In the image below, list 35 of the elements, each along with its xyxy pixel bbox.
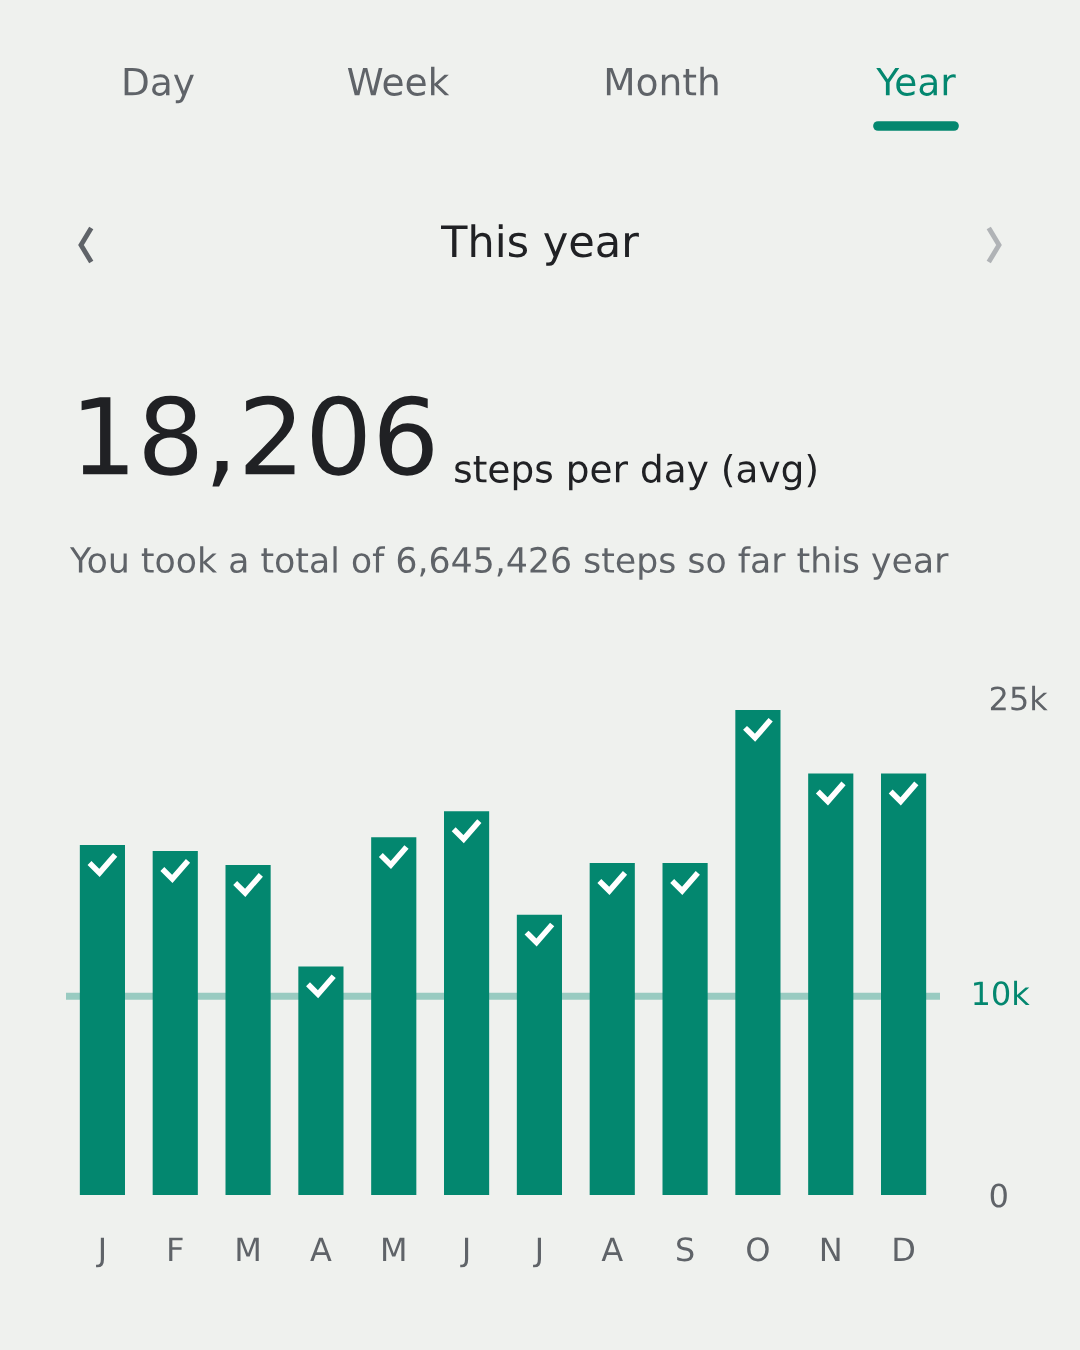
- x-tick-label: J: [533, 1237, 541, 1268]
- x-tick-label: S: [677, 1237, 694, 1262]
- x-tick-label: M: [383, 1237, 405, 1261]
- x-tick-label: M: [237, 1237, 259, 1261]
- x-tick-label: A: [601, 1237, 623, 1261]
- bar: [662, 863, 708, 1195]
- bar: [79, 845, 125, 1195]
- x-tick-label: N: [821, 1237, 840, 1261]
- x-tick-label: J: [460, 1237, 469, 1268]
- y-tick-label: 0: [990, 1183, 1007, 1208]
- text: Year: [876, 68, 956, 96]
- bar: [371, 837, 417, 1195]
- bar: [808, 773, 854, 1195]
- bar: [589, 863, 635, 1195]
- bar: [152, 851, 198, 1195]
- x-tick-label: A: [310, 1237, 332, 1261]
- ref-line-label: 10k: [974, 980, 1030, 1006]
- text: You took a total of 6,645,426 steps so far this year: [69, 546, 949, 580]
- chart-title: 18,206: [81, 395, 433, 487]
- bar: [516, 914, 562, 1195]
- x-tick-label: D: [894, 1237, 914, 1261]
- x-tick-label: O: [747, 1237, 769, 1262]
- text: This year: [441, 224, 639, 266]
- y-tick-label: 25k: [990, 685, 1048, 711]
- bar: [735, 709, 781, 1195]
- x-tick-label: F: [169, 1237, 183, 1261]
- bar: [298, 966, 344, 1195]
- bar: [444, 811, 490, 1195]
- text: Week: [347, 66, 450, 96]
- text: Day: [124, 68, 194, 104]
- text: Month: [606, 66, 718, 96]
- bar: [225, 864, 271, 1195]
- chart-subtitle: steps per day (avg): [455, 453, 816, 491]
- x-tick-label: J: [96, 1237, 104, 1268]
- bar: [881, 773, 927, 1195]
